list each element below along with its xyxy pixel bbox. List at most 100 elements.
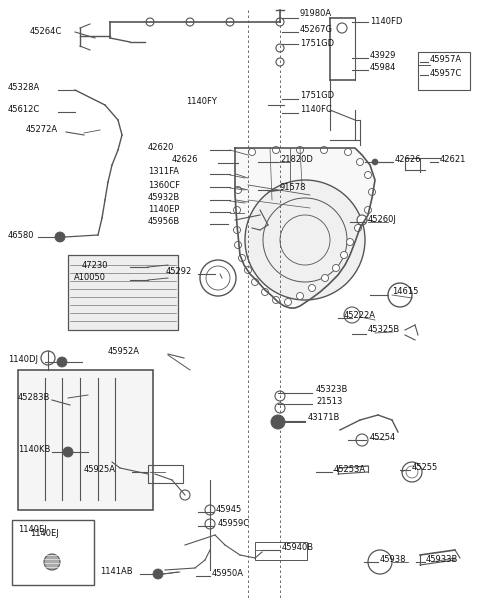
Text: 45932B: 45932B bbox=[148, 193, 180, 202]
Text: 1360CF: 1360CF bbox=[148, 181, 180, 190]
Circle shape bbox=[355, 224, 361, 232]
Circle shape bbox=[205, 505, 215, 515]
Text: 45254: 45254 bbox=[370, 432, 396, 441]
Circle shape bbox=[297, 292, 303, 300]
Circle shape bbox=[146, 18, 154, 26]
Text: 45267G: 45267G bbox=[300, 26, 333, 35]
Text: 45264C: 45264C bbox=[30, 27, 62, 36]
Circle shape bbox=[357, 159, 363, 165]
Circle shape bbox=[180, 490, 190, 500]
Circle shape bbox=[276, 58, 284, 66]
Circle shape bbox=[321, 147, 327, 153]
Circle shape bbox=[340, 252, 348, 258]
Text: 42626: 42626 bbox=[395, 156, 421, 165]
Text: 45255: 45255 bbox=[412, 463, 438, 472]
Text: 1140EJ: 1140EJ bbox=[30, 530, 59, 539]
Text: 45328A: 45328A bbox=[8, 83, 40, 92]
Circle shape bbox=[235, 160, 241, 166]
Bar bbox=[148, 465, 183, 483]
Circle shape bbox=[262, 289, 268, 295]
Circle shape bbox=[333, 264, 339, 272]
Text: 45260J: 45260J bbox=[368, 215, 397, 224]
Text: 42626: 42626 bbox=[172, 156, 199, 165]
Circle shape bbox=[41, 351, 55, 365]
Circle shape bbox=[252, 278, 259, 286]
Text: 1141AB: 1141AB bbox=[100, 567, 132, 576]
Bar bbox=[278, 148, 330, 190]
Text: 1751GD: 1751GD bbox=[300, 40, 334, 49]
Text: 43929: 43929 bbox=[370, 50, 396, 60]
Circle shape bbox=[344, 307, 360, 323]
Circle shape bbox=[347, 238, 353, 246]
Circle shape bbox=[276, 44, 284, 52]
Text: 45984: 45984 bbox=[370, 63, 396, 72]
Circle shape bbox=[271, 415, 285, 429]
Text: 45323B: 45323B bbox=[316, 385, 348, 395]
Text: 45253A: 45253A bbox=[334, 466, 366, 474]
Text: 1140FY: 1140FY bbox=[186, 97, 217, 106]
Circle shape bbox=[63, 447, 73, 457]
Text: 45956B: 45956B bbox=[148, 218, 180, 227]
Circle shape bbox=[44, 554, 60, 570]
Text: 45957C: 45957C bbox=[430, 69, 462, 77]
Text: 1751GD: 1751GD bbox=[300, 91, 334, 100]
Circle shape bbox=[238, 208, 246, 216]
Text: 47230: 47230 bbox=[82, 260, 108, 269]
Circle shape bbox=[337, 23, 347, 33]
Text: 1140DJ: 1140DJ bbox=[8, 356, 38, 365]
Text: 14615: 14615 bbox=[392, 288, 419, 297]
Circle shape bbox=[249, 148, 255, 156]
Circle shape bbox=[55, 232, 65, 242]
Text: 43171B: 43171B bbox=[308, 413, 340, 423]
Circle shape bbox=[275, 403, 285, 413]
Circle shape bbox=[233, 207, 240, 213]
Circle shape bbox=[322, 274, 328, 282]
Bar bbox=[68, 255, 178, 330]
Circle shape bbox=[205, 519, 215, 529]
Text: 45952A: 45952A bbox=[108, 348, 140, 356]
Text: 45940B: 45940B bbox=[282, 544, 314, 553]
Text: 42620: 42620 bbox=[148, 143, 174, 153]
Circle shape bbox=[275, 391, 285, 401]
Circle shape bbox=[364, 207, 372, 213]
Circle shape bbox=[235, 187, 241, 193]
Circle shape bbox=[297, 147, 303, 153]
Text: 42621: 42621 bbox=[440, 156, 467, 165]
Text: 91980A: 91980A bbox=[300, 10, 332, 18]
Text: 45945: 45945 bbox=[216, 505, 242, 514]
Text: 91578: 91578 bbox=[280, 184, 307, 193]
Text: 21513: 21513 bbox=[316, 398, 342, 407]
Circle shape bbox=[357, 215, 367, 225]
Text: 45283B: 45283B bbox=[18, 393, 50, 402]
Circle shape bbox=[356, 434, 368, 446]
Circle shape bbox=[244, 266, 252, 274]
Circle shape bbox=[276, 18, 284, 26]
Text: 1140EP: 1140EP bbox=[148, 206, 180, 215]
Circle shape bbox=[186, 18, 194, 26]
Circle shape bbox=[57, 357, 67, 367]
Text: 45292: 45292 bbox=[166, 268, 192, 277]
Text: 1140FD: 1140FD bbox=[370, 18, 402, 27]
Text: 45950A: 45950A bbox=[212, 570, 244, 578]
Text: 45222A: 45222A bbox=[344, 311, 376, 319]
Circle shape bbox=[273, 147, 279, 153]
Text: 45957A: 45957A bbox=[430, 55, 462, 64]
Circle shape bbox=[235, 241, 241, 249]
Text: 45272A: 45272A bbox=[26, 125, 58, 134]
Bar bbox=[18, 370, 153, 510]
Text: 21820D: 21820D bbox=[280, 156, 313, 165]
Circle shape bbox=[345, 148, 351, 156]
Circle shape bbox=[309, 285, 315, 291]
Text: A10050: A10050 bbox=[74, 274, 106, 283]
Text: 1311FA: 1311FA bbox=[148, 167, 179, 176]
Text: 1140KB: 1140KB bbox=[18, 446, 50, 455]
Bar bbox=[255, 542, 307, 560]
Text: 45938: 45938 bbox=[380, 556, 407, 564]
Text: 45959C: 45959C bbox=[218, 519, 250, 528]
Circle shape bbox=[364, 171, 372, 179]
Text: 1140FC: 1140FC bbox=[300, 106, 332, 114]
Text: 1140EJ: 1140EJ bbox=[18, 525, 47, 534]
Circle shape bbox=[153, 569, 163, 579]
Circle shape bbox=[226, 18, 234, 26]
Circle shape bbox=[239, 255, 245, 261]
